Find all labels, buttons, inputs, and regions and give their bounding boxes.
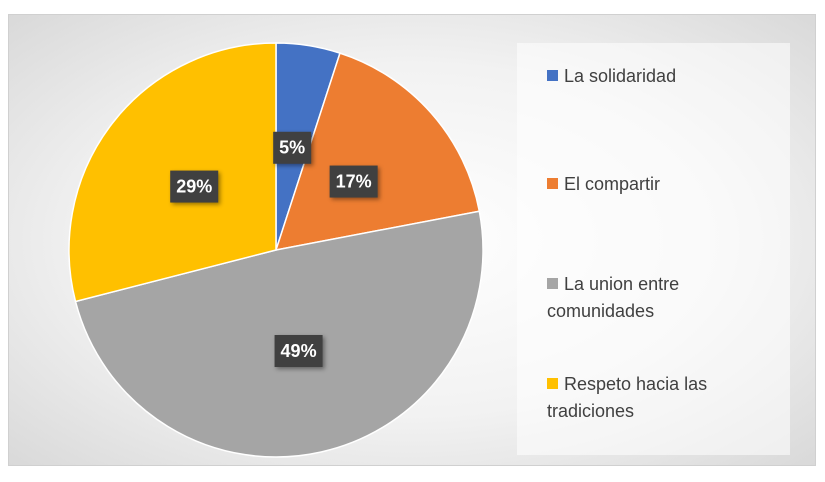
data-label-text: 49% [281,341,317,361]
data-label-text: 29% [176,176,212,196]
pie-slice [74,210,484,458]
legend-swatch [547,178,558,189]
legend-entry: Respeto hacia las tradiciones [547,371,747,425]
data-label: 17% [329,165,378,198]
legend-entry: El compartir [547,171,747,198]
legend-swatch [547,378,558,389]
legend-entry: La solidaridad [547,63,747,90]
data-label-box [170,170,219,203]
data-label: 49% [274,335,323,368]
data-label-box [274,335,323,368]
legend-label: La solidaridad [564,66,677,86]
data-label-box [329,165,378,198]
legend: La solidaridad El compartir La union entre… [517,43,790,455]
legend-label: Respeto hacia las tradiciones [547,374,708,421]
legend-label: La union entre comunidades [547,274,680,321]
data-label-box [273,131,312,164]
legend-swatch [547,70,558,81]
data-label-text: 17% [336,171,372,191]
data-label: 29% [170,170,219,203]
pie-slice [274,52,481,251]
legend-label: El compartir [564,174,661,194]
data-label: 5% [273,131,312,164]
legend-swatch [547,278,558,289]
legend-entry: La union entre comunidades [547,271,747,325]
data-label-text: 5% [279,138,305,158]
